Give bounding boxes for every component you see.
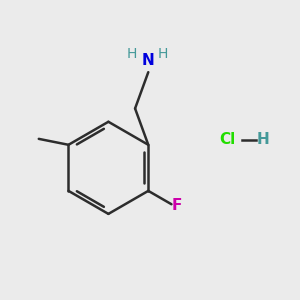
Text: H: H (256, 132, 269, 147)
Text: H: H (158, 47, 168, 61)
Text: F: F (172, 198, 182, 213)
Text: Cl: Cl (219, 132, 236, 147)
Text: H: H (127, 47, 137, 61)
Text: N: N (142, 53, 155, 68)
